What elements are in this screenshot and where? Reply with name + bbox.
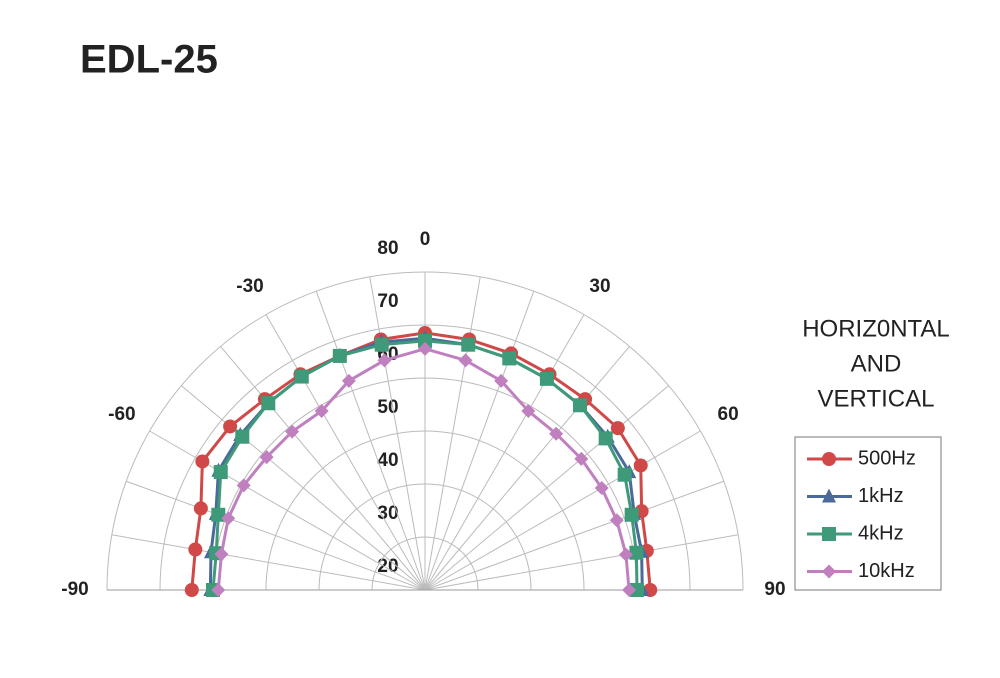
marker <box>609 513 624 528</box>
marker <box>822 452 836 466</box>
grid-spoke <box>424 385 669 591</box>
marker <box>598 431 613 446</box>
marker <box>630 583 644 597</box>
grid-spoke <box>149 430 426 591</box>
marker <box>594 480 609 495</box>
marker <box>341 373 356 388</box>
marker <box>418 341 432 356</box>
marker <box>549 426 564 441</box>
legend-label: 1kHz <box>858 485 904 507</box>
r-tick-label: 50 <box>377 397 398 418</box>
legend-label: 500Hz <box>858 447 916 469</box>
marker <box>294 369 309 384</box>
theta-tick-label: 60 <box>718 404 739 425</box>
marker <box>193 501 208 516</box>
r-tick-label: 40 <box>377 450 398 471</box>
theta-tick-label: 0 <box>420 229 431 250</box>
marker <box>822 488 836 503</box>
marker <box>494 373 509 388</box>
marker <box>235 429 250 444</box>
marker <box>610 421 625 436</box>
marker <box>314 403 329 418</box>
marker <box>624 507 639 522</box>
grid-spoke <box>181 385 426 591</box>
grid-spoke <box>424 534 739 591</box>
legend-title: VERTICAL <box>818 385 935 412</box>
legend-label: 10kHz <box>858 560 915 582</box>
chart-title: EDL-25 <box>80 38 218 82</box>
marker <box>188 542 203 557</box>
marker <box>502 351 517 366</box>
marker <box>521 403 536 418</box>
marker <box>285 424 300 439</box>
grid-spoke <box>265 314 426 591</box>
marker <box>213 465 228 480</box>
grid-spoke <box>424 480 724 591</box>
theta-tick-label: 30 <box>589 276 610 297</box>
r-tick-label: 70 <box>377 291 398 312</box>
marker <box>629 545 644 560</box>
grid-spoke <box>424 291 535 591</box>
theta-tick-label: -60 <box>108 404 135 425</box>
grid-spoke <box>424 314 585 591</box>
marker <box>458 353 473 368</box>
grid-spoke <box>424 346 630 591</box>
r-tick-label: 30 <box>377 503 398 524</box>
grid-spoke <box>424 430 701 591</box>
marker <box>223 419 238 434</box>
marker <box>539 371 554 386</box>
marker <box>221 511 236 526</box>
marker <box>617 467 632 482</box>
marker <box>573 398 588 413</box>
marker <box>374 337 389 352</box>
grid-spoke <box>369 276 426 591</box>
marker <box>633 458 648 473</box>
marker <box>211 583 226 597</box>
marker <box>418 333 432 348</box>
grid-spoke <box>220 346 426 591</box>
grid-spoke <box>424 276 481 591</box>
legend-label: 4kHz <box>858 522 904 544</box>
marker <box>184 583 199 597</box>
marker <box>377 353 392 368</box>
legend-title: HORIZ0NTAL <box>802 315 950 342</box>
grid-spoke <box>126 480 426 591</box>
grid-spoke <box>315 291 426 591</box>
marker <box>259 450 274 465</box>
theta-tick-label: 90 <box>764 579 785 600</box>
legend-box <box>794 436 942 591</box>
marker <box>236 478 251 493</box>
grid-spoke <box>111 534 426 591</box>
marker <box>822 564 836 579</box>
theta-tick-label: -90 <box>61 579 88 600</box>
marker <box>332 348 347 363</box>
r-tick-label: 80 <box>377 238 398 259</box>
marker <box>618 547 633 562</box>
marker <box>195 454 210 469</box>
marker <box>461 337 476 352</box>
marker <box>622 583 637 597</box>
theta-tick-label: -30 <box>236 276 263 297</box>
marker <box>574 451 589 466</box>
marker <box>822 527 836 541</box>
legend-title: AND <box>851 350 902 377</box>
marker <box>261 396 276 411</box>
marker <box>214 547 229 562</box>
